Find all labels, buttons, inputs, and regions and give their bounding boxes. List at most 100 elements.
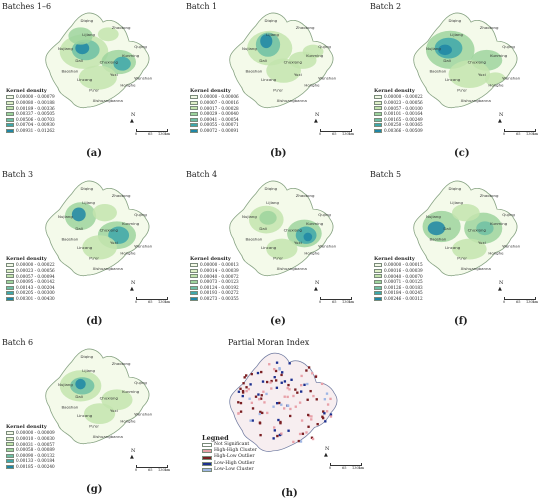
- density-hotspot: [82, 235, 117, 260]
- city-label: Zhaotong: [112, 361, 131, 366]
- moran-cell: [237, 401, 240, 404]
- legend-row: 0.00000 - 0.00015: [374, 262, 423, 268]
- legend-row: 0.00010 - 0.00030: [6, 436, 55, 442]
- moran-cell: [290, 378, 293, 381]
- moran-cell: [239, 387, 242, 390]
- legend-label: 0.00000 - 0.00079: [16, 94, 55, 100]
- moran-cell: [265, 392, 268, 396]
- legend-title: Kernel density: [190, 256, 231, 262]
- moran-cell: [272, 437, 275, 440]
- scale-tick: 65: [332, 300, 337, 304]
- legend-swatch: [6, 95, 14, 100]
- scale-tick: 130km: [158, 300, 171, 304]
- density-hotspot: [113, 56, 131, 71]
- moran-cell: [272, 405, 275, 408]
- city-label: Lijiang: [450, 200, 463, 205]
- city-label: Xishuangbanna: [461, 266, 492, 271]
- density-hotspot: [260, 34, 273, 49]
- moran-cell: [269, 381, 272, 384]
- city-label: Yuxi: [294, 72, 302, 77]
- moran-legend: Legned Not Significant High-High Cluster H…: [202, 434, 257, 473]
- moran-cell: [289, 407, 292, 411]
- moran-cell: [250, 401, 254, 404]
- moran-cell: [263, 401, 266, 404]
- legend-swatch: [190, 268, 198, 273]
- moran-cell: [283, 407, 286, 410]
- moran-cell: [323, 398, 327, 401]
- city-label: Kunming: [306, 53, 324, 58]
- city-labels: Diqing Zhaotong Lijiang Nujiang Dali Chuxiong…: [426, 186, 521, 271]
- panel-title: Batch 4: [186, 170, 218, 179]
- moran-cell: [283, 395, 286, 398]
- scale-tick: 0: [503, 132, 506, 136]
- moran-cell: [256, 371, 260, 375]
- city-label: Baoshan: [429, 236, 446, 241]
- moran-cell: [329, 413, 333, 416]
- density-hotspot: [97, 27, 119, 42]
- legend-label: Low-High Outlier: [214, 460, 255, 466]
- city-label: Honghe: [120, 250, 136, 255]
- legend-swatch: [6, 436, 14, 441]
- legend-label: 0.00165 - 0.00249: [384, 116, 423, 122]
- moran-cell: [287, 429, 290, 432]
- legend-row: 0.00184 - 0.00245: [374, 290, 423, 296]
- moran-cell: [241, 389, 245, 393]
- city-labels: Diqing Zhaotong Lijiang Nujiang Dali Chuxiong…: [58, 354, 153, 439]
- city-label: Baoshan: [61, 68, 78, 73]
- city-label: Honghe: [120, 418, 136, 423]
- legend-swatch: [374, 274, 382, 279]
- density-surface: [59, 370, 133, 424]
- density-hotspot: [452, 204, 480, 222]
- moran-cell: [245, 389, 248, 393]
- moran-cell: [300, 374, 303, 378]
- legend-title: Kernel density: [6, 424, 47, 430]
- moran-cell: [274, 379, 278, 382]
- legend-label: 0.00337 - 0.00505: [16, 111, 55, 117]
- map-legend: Kernel density 0.00000 - 0.00013 0.00014 …: [190, 256, 239, 302]
- city-label: Dali: [259, 58, 267, 63]
- scale-tick: 65: [148, 132, 153, 136]
- city-label: Wenshan: [502, 243, 520, 248]
- scale-bar: ▲ N 0 65 130km: [314, 280, 354, 308]
- legend-row: 0.00000 - 0.00009: [6, 430, 55, 436]
- legend-row: 0.00126 - 0.00183: [374, 285, 423, 291]
- scale-bar: ▲ N 0 65 130km: [498, 280, 538, 308]
- scale-tick: 65: [332, 132, 337, 136]
- density-map: Diqing Zhaotong Lijiang Nujiang Dali Chuxiong…: [45, 180, 153, 277]
- city-label: Pu'er: [457, 87, 467, 92]
- city-label: Nujiang: [58, 46, 73, 51]
- north-label: N: [131, 280, 136, 286]
- density-hotspot: [75, 42, 90, 55]
- city-label: Lincang: [77, 245, 93, 250]
- scale-tick: 0: [319, 300, 322, 304]
- legend-swatch: [6, 464, 14, 469]
- city-labels: Diqing Zhaotong Lijiang Nujiang Dali Chuxiong…: [426, 18, 521, 103]
- city-label: Lincang: [77, 413, 93, 418]
- city-label: Nujiang: [426, 46, 441, 51]
- legend-row: 0.00185 - 0.00240: [6, 464, 55, 470]
- scale-tick: 0: [135, 468, 138, 472]
- moran-cell: [322, 410, 325, 413]
- legend-label: 0.00506 - 0.00703: [16, 116, 55, 122]
- city-label: Baoshan: [61, 236, 78, 241]
- panel-label: (h): [281, 488, 298, 499]
- legend-row: 0.00014 - 0.00039: [190, 268, 239, 274]
- legend-label: 0.00704 - 0.00930: [16, 122, 55, 128]
- legend-swatch: [6, 268, 14, 273]
- city-label: Nujiang: [58, 214, 73, 219]
- moran-cell: [241, 391, 245, 394]
- legend-swatch: [202, 443, 212, 448]
- moran-cell: [310, 415, 313, 418]
- legend-row: 0.00007 - 0.00016: [190, 100, 239, 106]
- city-label: Chuxiong: [100, 60, 119, 65]
- legend-row: 0.00000 - 0.00022: [6, 262, 55, 268]
- scale-tick: 0: [135, 300, 138, 304]
- moran-cell: [324, 420, 327, 423]
- legend-row: 0.00040 - 0.00072: [190, 274, 239, 280]
- moran-cell: [274, 369, 278, 373]
- panel-label: (f): [454, 316, 468, 327]
- legend-label: 0.00246 - 0.00312: [384, 295, 423, 301]
- legend-row: 0.00058 - 0.00089: [6, 447, 55, 453]
- city-label: Qujing: [134, 380, 147, 385]
- moran-cell: [249, 419, 252, 422]
